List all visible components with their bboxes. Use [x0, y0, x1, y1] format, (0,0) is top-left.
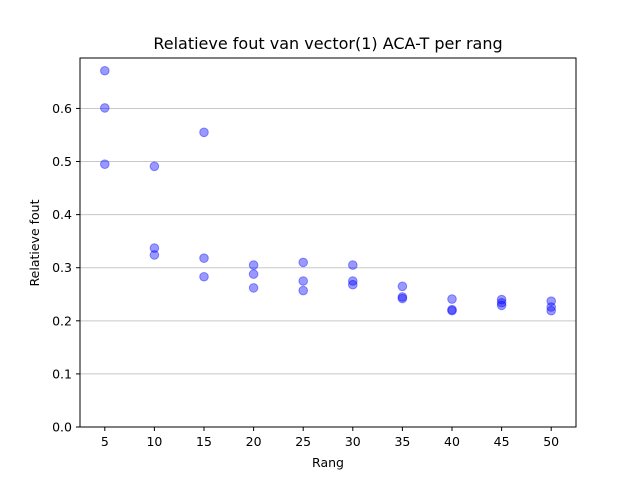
x-tick-label: 35: [394, 434, 410, 449]
x-tick-label: 20: [246, 434, 262, 449]
scatter-point: [199, 127, 209, 138]
scatter-point: [397, 292, 408, 302]
plot-area-frame: [79, 57, 577, 428]
x-tick-label: 5: [101, 434, 109, 449]
scatter-point: [397, 281, 408, 292]
y-tick-label: 0.3: [52, 260, 72, 275]
scatter-point: [149, 250, 160, 260]
y-tick-label: 0.0: [52, 420, 72, 435]
y-axis-ticks: 0.0 0.1 0.2 0.3 0.4 0.5 0.6: [52, 101, 80, 435]
y-tick-label: 0.2: [52, 313, 72, 328]
scatter-point: [248, 269, 259, 279]
scatter-point: [248, 260, 259, 270]
x-axis-ticks: 5 10 15 20 25 30 35 40 45 50: [101, 427, 559, 449]
scatter-point: [199, 271, 209, 282]
grid-lines: [80, 107, 576, 428]
y-tick-label: 0.1: [52, 366, 72, 381]
scatter-point: [397, 293, 408, 304]
x-tick-label: 45: [494, 434, 510, 449]
scatter-point: [149, 161, 160, 172]
scatter-point: [546, 305, 557, 316]
scatter-point: [100, 103, 110, 113]
scatter-point: [496, 297, 507, 308]
x-tick-label: 50: [543, 434, 559, 449]
y-axis-label: Relatieve fout: [27, 199, 42, 286]
scatter-point: [447, 304, 457, 315]
y-tick-label: 0.5: [52, 154, 72, 169]
scatter-point: [447, 305, 457, 316]
scatter-point: [348, 260, 358, 270]
scatter-point: [348, 279, 358, 290]
scatter-point: [248, 283, 259, 293]
x-tick-label: 10: [146, 434, 162, 449]
scatter-point: [298, 257, 309, 268]
x-tick-label: 40: [444, 434, 460, 449]
scatter-point: [546, 296, 557, 306]
data-points: [100, 65, 557, 316]
y-tick-label: 0.4: [52, 207, 72, 222]
chart-title: Relatieve fout van vector(1) ACA-T per r…: [153, 34, 502, 53]
scatter-point: [100, 159, 110, 169]
scatter-point: [199, 253, 209, 263]
scatter-point: [447, 294, 457, 304]
scatter-point: [298, 285, 309, 296]
scatter-point: [100, 65, 110, 76]
x-tick-label: 25: [295, 434, 311, 449]
x-tick-label: 15: [196, 434, 212, 449]
x-tick-label: 30: [345, 434, 361, 449]
scatter-point: [298, 276, 309, 286]
scatter-point: [348, 276, 358, 286]
y-tick-label: 0.6: [52, 101, 72, 116]
scatter-point: [496, 300, 507, 311]
scatter-point: [149, 243, 160, 253]
scatter-point: [546, 302, 557, 312]
x-axis-label: Rang: [312, 455, 344, 470]
scatter-point: [496, 294, 507, 305]
